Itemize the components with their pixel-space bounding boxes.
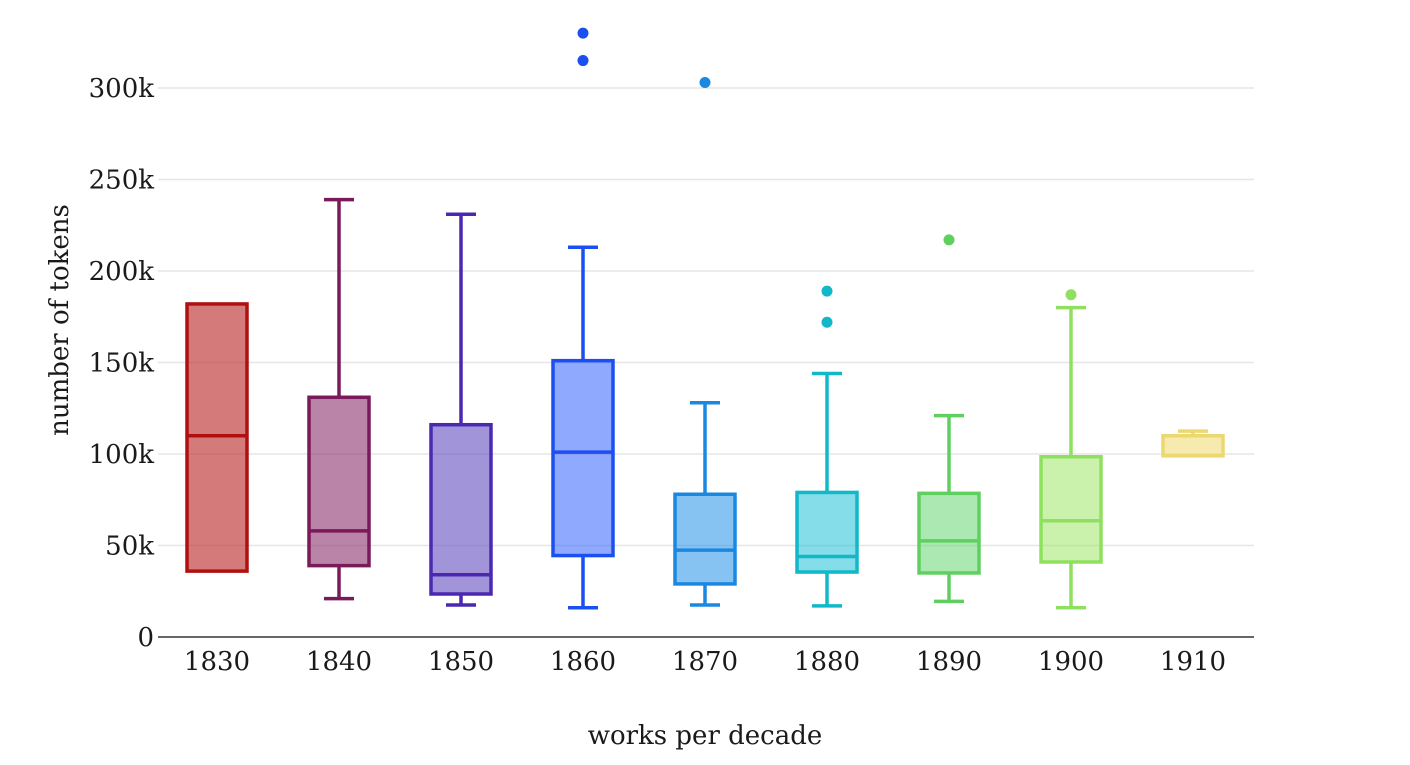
x-tick-label: 1900 [1038, 647, 1104, 677]
outlier-point [577, 27, 589, 39]
x-tick-label: 1890 [916, 647, 982, 677]
box-iqr [917, 491, 981, 575]
outlier-point [821, 285, 833, 297]
x-tick-label: 1910 [1160, 647, 1226, 677]
box-1880 [795, 285, 859, 608]
x-tick-label: 1860 [550, 647, 616, 677]
box-plot-series [185, 27, 1225, 610]
box-iqr [429, 422, 493, 596]
y-tick-label: 300k [89, 74, 155, 104]
box-1890 [917, 234, 981, 604]
outlier-point [943, 234, 955, 246]
box-1910 [1161, 429, 1225, 458]
box-iqr [1039, 454, 1103, 564]
y-axis-ticks: 0 50k 100k 150k 200k 250k 300k [89, 74, 155, 653]
y-tick-label: 50k [105, 532, 154, 562]
box-1860 [551, 27, 615, 610]
box-1870 [673, 77, 737, 607]
y-axis-label: number of tokens [45, 204, 75, 436]
outlier-point [577, 55, 589, 67]
box-1830 [185, 302, 249, 573]
y-tick-label: 0 [137, 623, 154, 653]
outlier-point [699, 77, 711, 89]
x-tick-label: 1840 [306, 647, 372, 677]
box-iqr [185, 302, 249, 573]
box-iqr [673, 492, 737, 586]
box-1900 [1039, 289, 1103, 610]
x-tick-label: 1850 [428, 647, 494, 677]
outlier-point [821, 316, 833, 328]
y-tick-label: 150k [89, 349, 155, 379]
x-tick-label: 1880 [794, 647, 860, 677]
box-1850 [429, 212, 493, 607]
box-iqr [551, 358, 615, 558]
x-axis-ticks: 1830 1840 1850 1860 1870 1880 1890 1900 1910 [184, 647, 1226, 677]
box-1840 [307, 197, 371, 601]
box-iqr [795, 490, 859, 574]
y-tick-label: 200k [89, 257, 155, 287]
y-tick-label: 100k [89, 440, 155, 470]
outlier-point [1065, 289, 1077, 301]
y-tick-label: 250k [89, 166, 155, 196]
x-tick-label: 1830 [184, 647, 250, 677]
box-iqr [1161, 433, 1225, 458]
box-iqr [307, 395, 371, 568]
x-tick-label: 1870 [672, 647, 738, 677]
x-axis-label: works per decade [588, 721, 823, 751]
